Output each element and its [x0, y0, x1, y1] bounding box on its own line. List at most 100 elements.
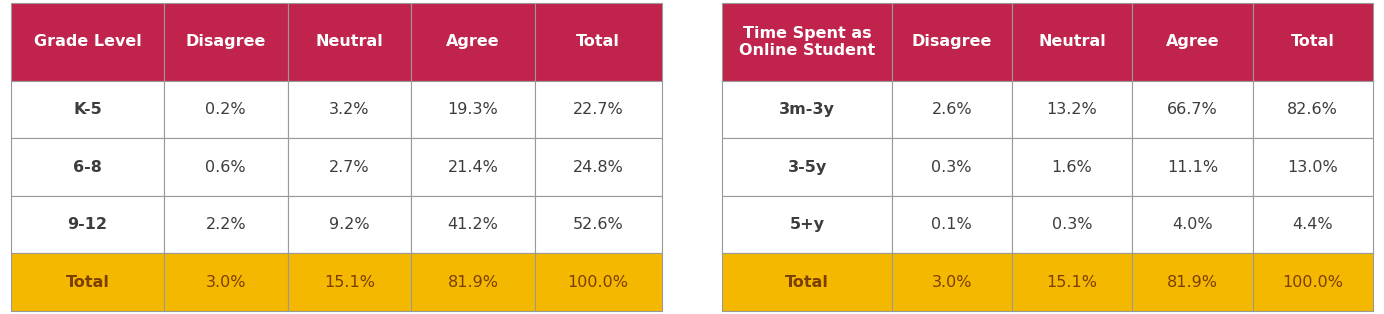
Bar [163, 253, 288, 311]
Text: 9-12: 9-12 [68, 217, 108, 232]
Bar [288, 253, 411, 311]
Bar [288, 138, 411, 196]
Text: 0.1%: 0.1% [931, 217, 972, 232]
Bar [163, 3, 288, 81]
Bar [1253, 138, 1373, 196]
Text: 41.2%: 41.2% [447, 217, 498, 232]
Bar [1132, 196, 1253, 253]
Text: 19.3%: 19.3% [447, 102, 498, 117]
Bar [534, 196, 662, 253]
Text: 24.8%: 24.8% [573, 160, 624, 175]
Text: 0.3%: 0.3% [931, 160, 972, 175]
Text: 6-8: 6-8 [73, 160, 102, 175]
Bar [1253, 3, 1373, 81]
Text: 2.2%: 2.2% [205, 217, 246, 232]
Bar [411, 196, 534, 253]
Text: 2.6%: 2.6% [931, 102, 972, 117]
Bar [11, 196, 163, 253]
Text: 66.7%: 66.7% [1167, 102, 1218, 117]
Text: 52.6%: 52.6% [573, 217, 624, 232]
Bar [534, 138, 662, 196]
Bar [891, 81, 1012, 138]
Text: 0.2%: 0.2% [205, 102, 246, 117]
Bar [534, 3, 662, 81]
Bar [11, 253, 163, 311]
Bar [288, 3, 411, 81]
Bar [1012, 253, 1132, 311]
Bar [891, 138, 1012, 196]
Bar [891, 253, 1012, 311]
Bar [891, 196, 1012, 253]
Text: 4.4%: 4.4% [1293, 217, 1333, 232]
Bar [1012, 196, 1132, 253]
Bar [722, 253, 891, 311]
Bar [1253, 253, 1373, 311]
Text: 11.1%: 11.1% [1167, 160, 1218, 175]
Text: 9.2%: 9.2% [329, 217, 370, 232]
Text: Total: Total [576, 35, 620, 50]
Text: Total: Total [785, 275, 829, 290]
Text: 100.0%: 100.0% [1282, 275, 1344, 290]
Bar [722, 196, 891, 253]
Text: 81.9%: 81.9% [1167, 275, 1218, 290]
Text: Disagree: Disagree [912, 35, 992, 50]
Bar [722, 138, 891, 196]
Bar [891, 3, 1012, 81]
Text: 82.6%: 82.6% [1287, 102, 1338, 117]
Text: Neutral: Neutral [1038, 35, 1106, 50]
Text: 13.2%: 13.2% [1046, 102, 1098, 117]
Bar [1132, 253, 1253, 311]
Text: 3m-3y: 3m-3y [779, 102, 835, 117]
Bar [411, 81, 534, 138]
Bar [411, 138, 534, 196]
Text: 15.1%: 15.1% [1046, 275, 1098, 290]
Bar [722, 81, 891, 138]
Text: 3.0%: 3.0% [205, 275, 246, 290]
Text: Neutral: Neutral [316, 35, 383, 50]
Bar [11, 81, 163, 138]
Text: 3.0%: 3.0% [931, 275, 972, 290]
Bar [11, 138, 163, 196]
Bar [411, 253, 534, 311]
Text: 0.6%: 0.6% [205, 160, 246, 175]
Text: 21.4%: 21.4% [447, 160, 498, 175]
Text: Total: Total [1291, 35, 1334, 50]
Text: Total: Total [65, 275, 109, 290]
Text: K-5: K-5 [73, 102, 102, 117]
Text: 5+y: 5+y [789, 217, 825, 232]
Bar [1012, 138, 1132, 196]
Bar [1132, 138, 1253, 196]
Text: 13.0%: 13.0% [1287, 160, 1338, 175]
Bar [163, 138, 288, 196]
Text: Time Spent as
Online Student: Time Spent as Online Student [739, 26, 875, 58]
Text: 3.2%: 3.2% [329, 102, 370, 117]
Text: Grade Level: Grade Level [33, 35, 141, 50]
Text: 3-5y: 3-5y [787, 160, 826, 175]
Text: Agree: Agree [446, 35, 500, 50]
Text: Disagree: Disagree [185, 35, 266, 50]
Bar [411, 3, 534, 81]
Text: 100.0%: 100.0% [567, 275, 628, 290]
Text: 81.9%: 81.9% [447, 275, 498, 290]
Bar [534, 253, 662, 311]
Bar [534, 81, 662, 138]
Bar [11, 3, 163, 81]
Text: 15.1%: 15.1% [324, 275, 375, 290]
Bar [288, 81, 411, 138]
Text: Agree: Agree [1165, 35, 1219, 50]
Text: 22.7%: 22.7% [573, 102, 624, 117]
Text: 1.6%: 1.6% [1052, 160, 1092, 175]
Bar [163, 196, 288, 253]
Bar [1132, 81, 1253, 138]
Bar [163, 81, 288, 138]
Text: 2.7%: 2.7% [329, 160, 370, 175]
Bar [1132, 3, 1253, 81]
Text: 4.0%: 4.0% [1172, 217, 1212, 232]
Bar [1012, 3, 1132, 81]
Bar [722, 3, 891, 81]
Text: 0.3%: 0.3% [1052, 217, 1092, 232]
Bar [1253, 81, 1373, 138]
Bar [1012, 81, 1132, 138]
Bar [288, 196, 411, 253]
Bar [1253, 196, 1373, 253]
